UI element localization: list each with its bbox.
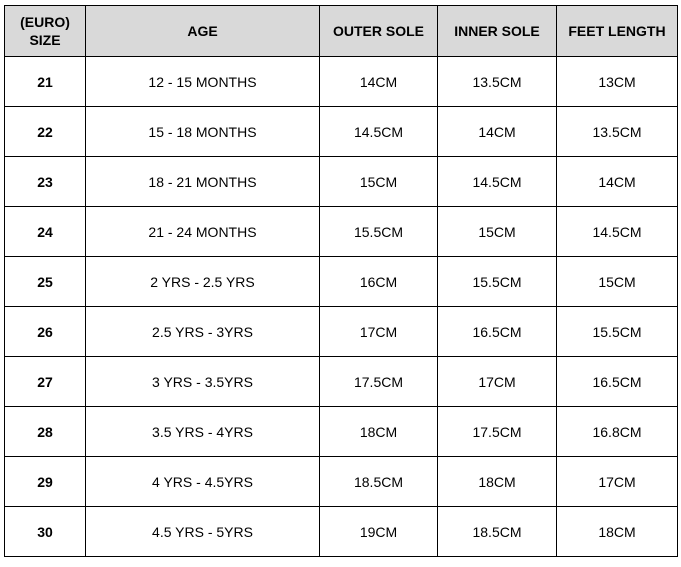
cell-feet-length: 15.5CM — [556, 306, 678, 357]
cell-inner-sole: 15CM — [437, 206, 557, 257]
cell-inner-sole: 18CM — [437, 456, 557, 507]
cell-outer-sole: 17.5CM — [319, 356, 438, 407]
header-euro-size-line1: (EURO) — [20, 14, 70, 30]
cell-size: 27 — [4, 356, 86, 407]
table-row: 24 21 - 24 MONTHS 15.5CM 15CM 14.5CM — [4, 206, 678, 257]
cell-age: 4 YRS - 4.5YRS — [85, 456, 320, 507]
table-row: 27 3 YRS - 3.5YRS 17.5CM 17CM 16.5CM — [4, 356, 678, 407]
cell-outer-sole: 16CM — [319, 256, 438, 307]
cell-age: 2 YRS - 2.5 YRS — [85, 256, 320, 307]
cell-outer-sole: 14CM — [319, 56, 438, 107]
cell-age: 2.5 YRS - 3YRS — [85, 306, 320, 357]
header-row: (EURO) SIZE AGE OUTER SOLE INNER SOLE FE… — [4, 5, 678, 57]
cell-age: 4.5 YRS - 5YRS — [85, 506, 320, 557]
cell-size: 30 — [4, 506, 86, 557]
cell-inner-sole: 13.5CM — [437, 56, 557, 107]
cell-feet-length: 13CM — [556, 56, 678, 107]
cell-age: 12 - 15 MONTHS — [85, 56, 320, 107]
cell-feet-length: 14.5CM — [556, 206, 678, 257]
cell-age: 21 - 24 MONTHS — [85, 206, 320, 257]
cell-feet-length: 14CM — [556, 156, 678, 207]
header-inner-sole: INNER SOLE — [437, 5, 557, 57]
cell-inner-sole: 14CM — [437, 106, 557, 157]
cell-inner-sole: 16.5CM — [437, 306, 557, 357]
cell-inner-sole: 15.5CM — [437, 256, 557, 307]
table-row: 22 15 - 18 MONTHS 14.5CM 14CM 13.5CM — [4, 106, 678, 157]
cell-size: 26 — [4, 306, 86, 357]
header-euro-size: (EURO) SIZE — [4, 5, 86, 57]
table-row: 28 3.5 YRS - 4YRS 18CM 17.5CM 16.8CM — [4, 406, 678, 457]
table-body: 21 12 - 15 MONTHS 14CM 13.5CM 13CM 22 15 - 18 … — [4, 56, 678, 557]
cell-size: 24 — [4, 206, 86, 257]
cell-size: 29 — [4, 456, 86, 507]
cell-outer-sole: 14.5CM — [319, 106, 438, 157]
cell-outer-sole: 15.5CM — [319, 206, 438, 257]
cell-feet-length: 16.8CM — [556, 406, 678, 457]
table-row: 25 2 YRS - 2.5 YRS 16CM 15.5CM 15CM — [4, 256, 678, 307]
cell-feet-length: 17CM — [556, 456, 678, 507]
cell-feet-length: 15CM — [556, 256, 678, 307]
cell-outer-sole: 17CM — [319, 306, 438, 357]
header-outer-sole: OUTER SOLE — [319, 5, 438, 57]
cell-inner-sole: 17CM — [437, 356, 557, 407]
cell-age: 18 - 21 MONTHS — [85, 156, 320, 207]
table-row: 23 18 - 21 MONTHS 15CM 14.5CM 14CM — [4, 156, 678, 207]
size-chart-table: (EURO) SIZE AGE OUTER SOLE INNER SOLE FE… — [4, 5, 678, 557]
table-header: (EURO) SIZE AGE OUTER SOLE INNER SOLE FE… — [4, 5, 678, 57]
table-row: 30 4.5 YRS - 5YRS 19CM 18.5CM 18CM — [4, 506, 678, 557]
header-feet-length: FEET LENGTH — [556, 5, 678, 57]
cell-outer-sole: 15CM — [319, 156, 438, 207]
table-row: 21 12 - 15 MONTHS 14CM 13.5CM 13CM — [4, 56, 678, 107]
cell-feet-length: 16.5CM — [556, 356, 678, 407]
cell-inner-sole: 17.5CM — [437, 406, 557, 457]
cell-feet-length: 13.5CM — [556, 106, 678, 157]
cell-size: 28 — [4, 406, 86, 457]
cell-inner-sole: 14.5CM — [437, 156, 557, 207]
header-age: AGE — [85, 5, 320, 57]
cell-outer-sole: 19CM — [319, 506, 438, 557]
cell-size: 22 — [4, 106, 86, 157]
cell-size: 23 — [4, 156, 86, 207]
cell-inner-sole: 18.5CM — [437, 506, 557, 557]
cell-outer-sole: 18CM — [319, 406, 438, 457]
cell-outer-sole: 18.5CM — [319, 456, 438, 507]
cell-size: 25 — [4, 256, 86, 307]
cell-size: 21 — [4, 56, 86, 107]
cell-age: 15 - 18 MONTHS — [85, 106, 320, 157]
cell-feet-length: 18CM — [556, 506, 678, 557]
table-row: 29 4 YRS - 4.5YRS 18.5CM 18CM 17CM — [4, 456, 678, 507]
cell-age: 3 YRS - 3.5YRS — [85, 356, 320, 407]
cell-age: 3.5 YRS - 4YRS — [85, 406, 320, 457]
table-row: 26 2.5 YRS - 3YRS 17CM 16.5CM 15.5CM — [4, 306, 678, 357]
header-euro-size-line2: SIZE — [29, 32, 61, 48]
